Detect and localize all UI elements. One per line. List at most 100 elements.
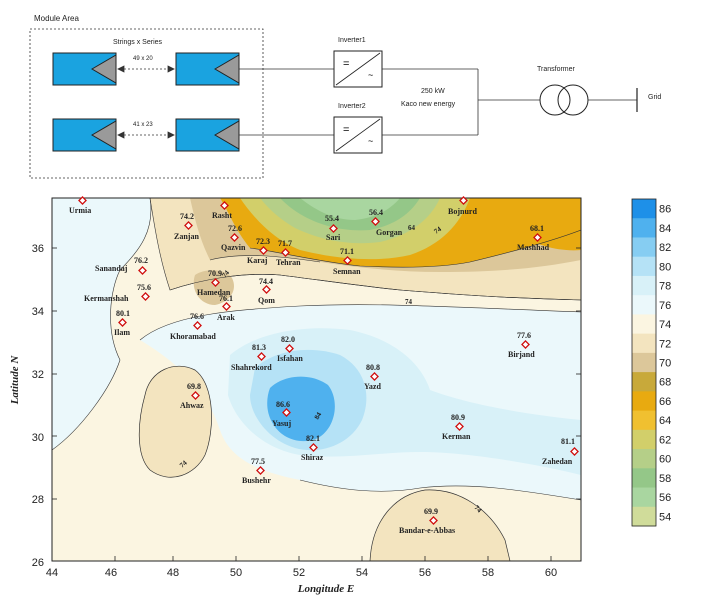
pv-module-icon xyxy=(52,118,117,152)
x-tick-label: 50 xyxy=(230,567,242,579)
x-axis xyxy=(51,556,552,561)
city-marker-khoramabad xyxy=(193,321,202,330)
city-marker-hamedan xyxy=(211,278,220,287)
city-marker-arak xyxy=(222,302,231,311)
inverter1-label: Inverter1 xyxy=(338,37,366,44)
city-value: 72.3 xyxy=(256,237,270,246)
colorbar-swatch xyxy=(632,429,656,450)
city-marker-qom xyxy=(262,285,271,294)
x-tick-label: 56 xyxy=(419,567,431,579)
city-marker-ahwaz xyxy=(191,391,200,400)
colorbar xyxy=(632,199,656,527)
contour-lines xyxy=(52,198,581,501)
city-value: 76.2 xyxy=(134,256,148,265)
colorbar-tick-label: 74 xyxy=(659,319,671,331)
contour-region-84 xyxy=(267,376,335,442)
city-name: Zahedan xyxy=(542,457,573,466)
contour-map-svg: 74 74 74 64 84 74 74 xyxy=(9,196,671,595)
contour-region-west xyxy=(52,198,151,450)
city-value: 74.4 xyxy=(259,277,273,286)
colorbar-tick-label: 60 xyxy=(659,454,671,466)
colorbar-tick-label: 66 xyxy=(659,396,671,408)
series-arrow xyxy=(117,131,175,139)
city-marker-zanjan xyxy=(184,221,193,230)
y-tick-label: 34 xyxy=(32,306,44,318)
colorbar-swatch xyxy=(632,333,656,354)
colorbar-swatch xyxy=(632,314,656,335)
city-value: 71.1 xyxy=(340,247,354,256)
city-name: Shahrekord xyxy=(231,363,272,372)
city-marker-bojnurd xyxy=(459,196,468,205)
city-name: Khoramabad xyxy=(170,332,216,341)
city-name: Semnan xyxy=(333,267,361,276)
city-value: 82.1 xyxy=(306,434,320,443)
city-marker-yasuj xyxy=(282,408,291,417)
city-marker-gorgan xyxy=(371,217,380,226)
inverter-power: 250 kW xyxy=(421,88,445,95)
city-marker-bandar-abbas xyxy=(429,516,438,525)
city-name: Ahwaz xyxy=(180,401,204,410)
contour-region-bandar xyxy=(369,489,511,561)
city-name: Gorgan xyxy=(376,228,403,237)
pv-module-icon xyxy=(52,52,117,86)
city-marker-sanandaj xyxy=(138,266,147,275)
city-marker-bushehr xyxy=(256,466,265,475)
inverter2-ac-symbol: ~ xyxy=(368,136,374,146)
colorbar-swatch xyxy=(632,199,656,219)
city-marker-karaj xyxy=(259,246,268,255)
city-name: Bojnurd xyxy=(448,207,477,216)
contour-label: 64 xyxy=(408,224,416,232)
x-tick-label: 58 xyxy=(482,567,494,579)
city-value: 71.7 xyxy=(278,239,292,248)
contour-label: 74 xyxy=(433,225,444,236)
city-value: 80.8 xyxy=(366,363,380,372)
series-arrow xyxy=(117,65,175,73)
city-marker-kermanshah xyxy=(141,292,150,301)
inverter1-dc-symbol: = xyxy=(343,58,350,70)
colorbar-tick-label: 72 xyxy=(659,338,671,350)
city-value: 76.6 xyxy=(190,312,204,321)
city-value: 77.5 xyxy=(251,457,265,466)
contour-region-58 xyxy=(300,198,400,220)
city-name: Sari xyxy=(326,233,341,242)
colorbar-swatch xyxy=(632,237,656,258)
colorbar-tick-label: 86 xyxy=(659,204,671,216)
colorbar-tick-label: 64 xyxy=(659,415,671,427)
module-area-box xyxy=(29,28,264,179)
transformer-label: Transformer xyxy=(537,66,575,73)
city-marker-urmia xyxy=(78,196,87,205)
city-value: 56.4 xyxy=(369,208,383,217)
colorbar-swatch xyxy=(632,468,656,489)
city-name: Yasuj xyxy=(272,419,291,428)
city-marker-qazvin xyxy=(230,233,239,242)
colorbar-tick-label: 68 xyxy=(659,377,671,389)
transformer-icon xyxy=(539,84,589,116)
city-value: 76.1 xyxy=(219,294,233,303)
city-name: Mashhad xyxy=(517,243,550,252)
city-name: Rasht xyxy=(212,211,232,220)
colorbar-tick-label: 54 xyxy=(659,511,671,523)
y-tick-label: 28 xyxy=(32,494,44,506)
contour-region-mashhad xyxy=(470,198,581,251)
city-value: 72.6 xyxy=(228,224,242,233)
colorbar-tick-label: 84 xyxy=(659,223,671,235)
city-value: 86.6 xyxy=(276,400,290,409)
colorbar-tick-label: 56 xyxy=(659,492,671,504)
pv-module-icon xyxy=(175,52,240,86)
city-name: Arak xyxy=(217,313,235,322)
contour-region-hamedan xyxy=(193,270,235,305)
colorbar-swatch xyxy=(632,506,656,527)
y-axis-label: Latitude N xyxy=(9,355,21,406)
city-marker-ilam xyxy=(118,318,127,327)
city-value: 80.1 xyxy=(116,309,130,318)
colorbar-swatch xyxy=(632,449,656,469)
inverter2-label: Inverter2 xyxy=(338,103,366,110)
colorbar-swatch xyxy=(632,410,656,431)
city-name: Isfahan xyxy=(277,354,303,363)
city-marker-shiraz xyxy=(309,443,318,452)
string2-config: 41 x 23 xyxy=(133,122,153,128)
colorbar-tick-label: 76 xyxy=(659,300,671,312)
colorbar-swatch xyxy=(632,256,656,277)
grid-label: Grid xyxy=(648,94,662,101)
city-value: 77.6 xyxy=(517,331,531,340)
